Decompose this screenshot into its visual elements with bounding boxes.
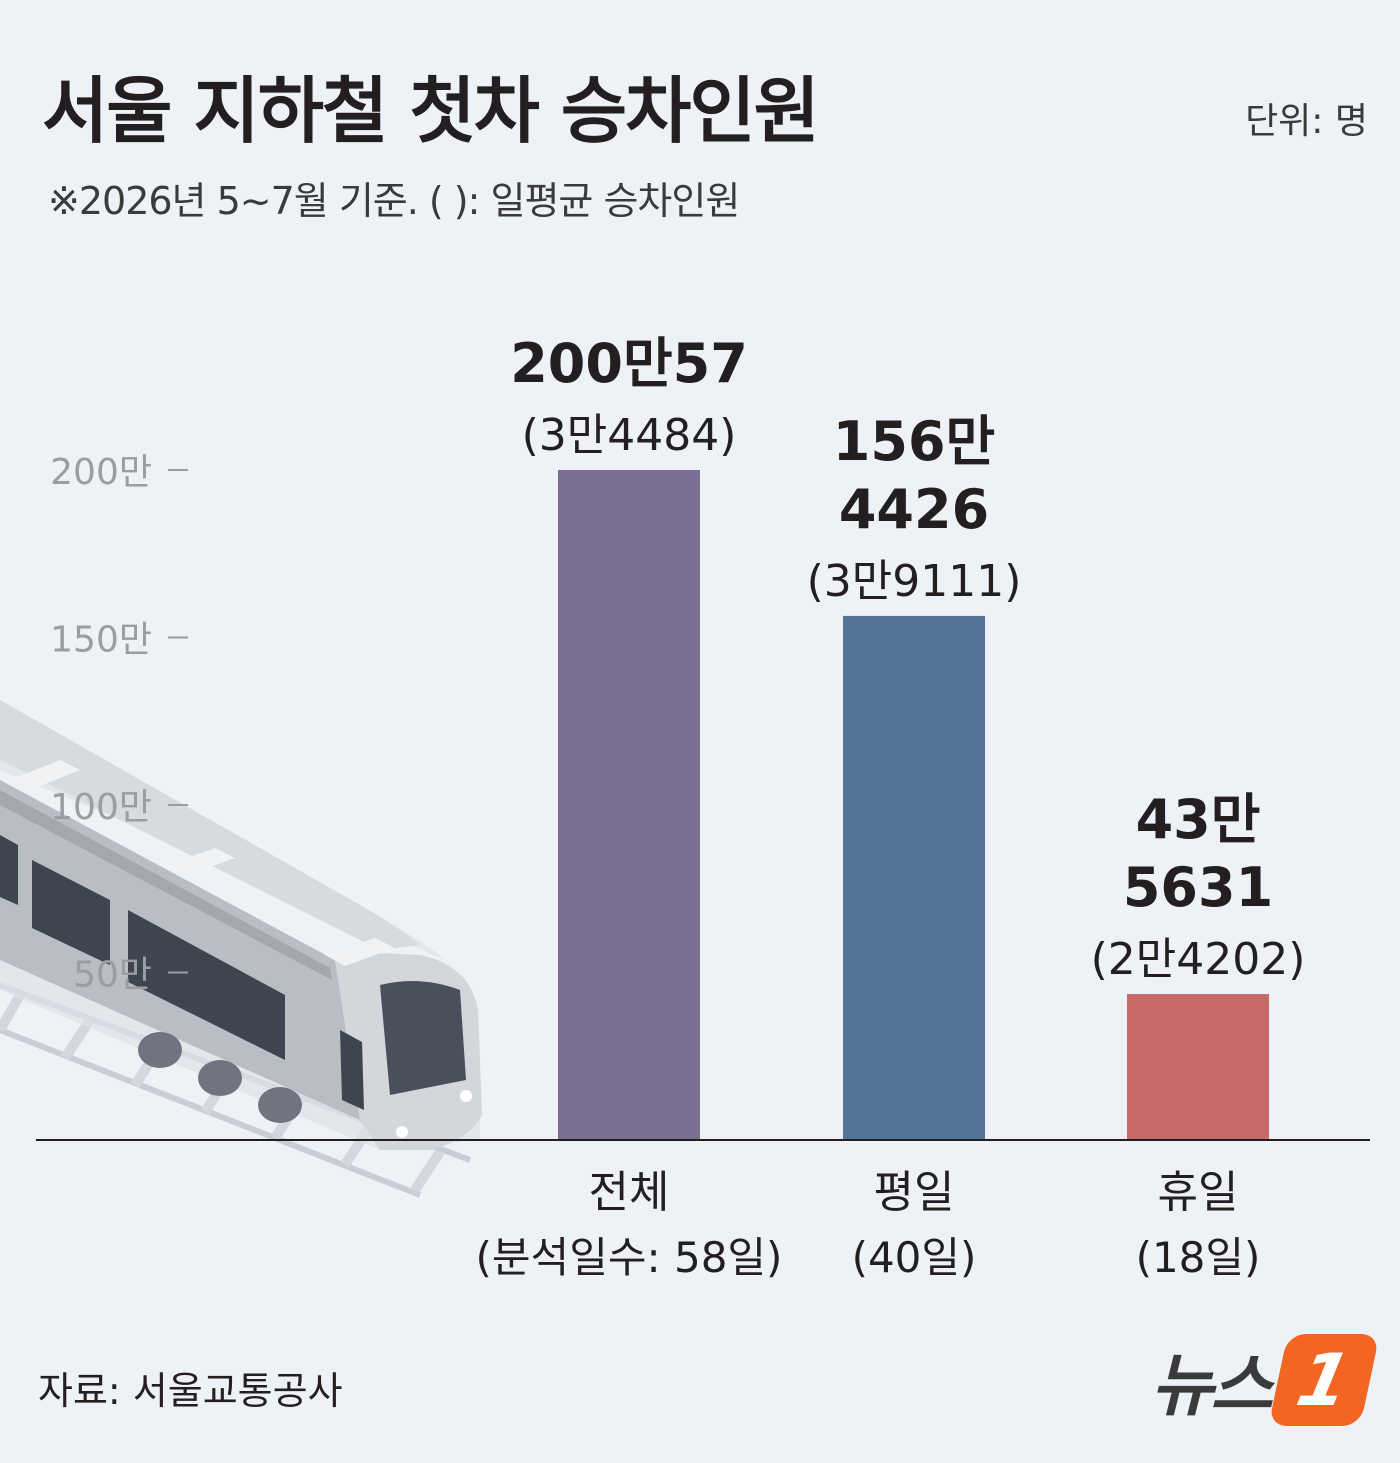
logo-text: 뉴스 — [1150, 1347, 1273, 1426]
bars — [558, 469, 1269, 1140]
category-labels: 전체 (분석일수: 58일) 평일 (40일) 휴일 (18일) — [476, 1167, 1261, 1282]
value-label: 156만 — [833, 410, 995, 473]
logo-mark: 1 — [1268, 1333, 1380, 1426]
subway-train-icon — [0, 700, 482, 1198]
bar-3 — [1127, 994, 1269, 1140]
category-label: 전체 — [589, 1167, 670, 1218]
category-sublabel: (분석일수: 58일) — [476, 1233, 783, 1282]
unit-label: 단위: 명 — [1245, 101, 1368, 142]
chart-title: 서울 지하철 첫차 승차인원 — [42, 69, 820, 153]
bar-1 — [558, 469, 700, 1140]
value-label: 200만57 — [510, 332, 748, 395]
daily-average-label: (2만4202) — [1091, 934, 1306, 985]
value-label: 43만 — [1136, 788, 1261, 851]
y-tick-label: 100만 — [50, 787, 152, 828]
category-sublabel: (40일) — [852, 1233, 977, 1282]
y-tick-label: 50만 — [73, 955, 152, 996]
category-sublabel: (18일) — [1136, 1233, 1261, 1282]
value-label: 4426 — [839, 478, 989, 541]
news1-logo: 뉴스 1 — [1150, 1330, 1380, 1429]
value-label: 5631 — [1123, 856, 1273, 919]
source-credit: 자료: 서울교통공사 — [38, 1369, 343, 1413]
y-axis: 50만 100만 150만 200만 — [50, 452, 188, 996]
daily-average-label: (3만9111) — [807, 556, 1022, 607]
y-tick-label: 150만 — [50, 620, 152, 661]
chart-note: ※2026년 5~7월 기준. ( ): 일평균 승차인원 — [48, 179, 740, 223]
y-tick-label: 200만 — [50, 452, 152, 493]
category-label: 휴일 — [1158, 1167, 1239, 1218]
bar-2 — [843, 615, 985, 1140]
category-label: 평일 — [874, 1167, 955, 1218]
daily-average-label: (3만4484) — [522, 410, 737, 461]
